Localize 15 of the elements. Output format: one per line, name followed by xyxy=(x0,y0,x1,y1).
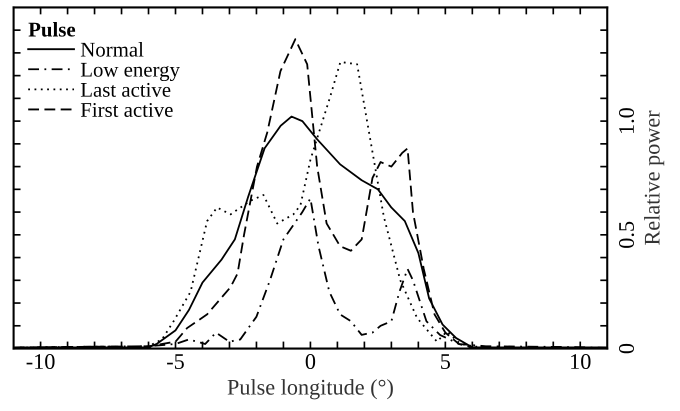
x-tick-label: -5 xyxy=(167,354,184,370)
legend-label: Normal xyxy=(80,42,144,57)
y-tick-label: 0 xyxy=(618,344,634,354)
x-tick-label: -10 xyxy=(26,354,55,370)
x-axis-title: Pulse longitude (°) xyxy=(228,379,393,400)
x-tick-label: 10 xyxy=(571,354,591,370)
x-tick-label: 5 xyxy=(441,354,450,370)
legend-label: Low energy xyxy=(80,62,180,82)
x-tick-label: 0 xyxy=(306,354,316,370)
legend-label: Last active xyxy=(80,82,170,97)
y-tick-label: 0.5 xyxy=(618,222,634,248)
y-tick-label: 1.0 xyxy=(618,108,634,134)
y-axis-title: Relative power xyxy=(644,110,664,245)
legend-label: First active xyxy=(80,102,173,117)
legend-title: Pulse xyxy=(28,22,76,37)
